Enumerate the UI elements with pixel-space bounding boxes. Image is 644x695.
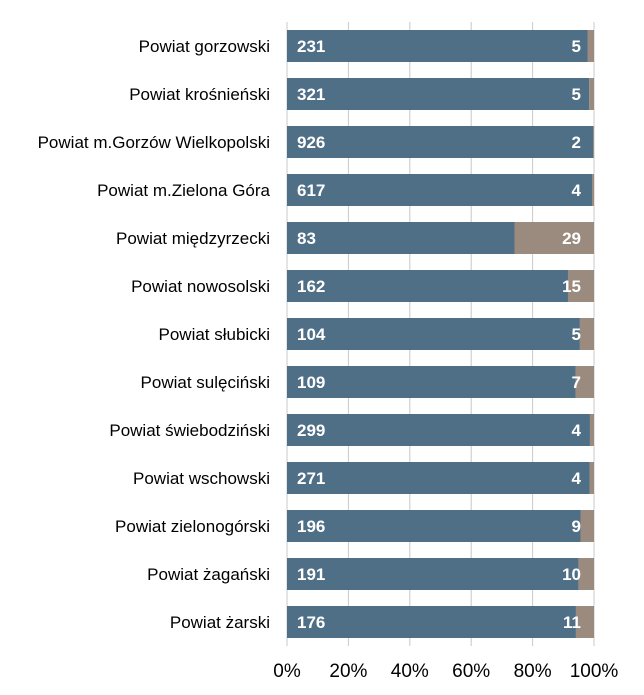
data-label-series-2: 15: [562, 277, 581, 296]
category-label: Powiat nowosolski: [131, 277, 270, 296]
data-label-series-1: 109: [297, 373, 325, 392]
category-label: Powiat świebodziński: [109, 421, 270, 440]
labels: 0% 20% 40% 60% 80% 100% Powiat gorzowski 231 5 Po…: [38, 37, 619, 682]
category-label: Powiat żagański: [147, 565, 270, 584]
bar-series-2: [593, 126, 594, 158]
data-label-series-1: 321: [297, 85, 325, 104]
data-label-series-1: 617: [297, 181, 325, 200]
category-label: Powiat krośnieński: [129, 85, 270, 104]
category-label: Powiat międzyrzecki: [116, 229, 270, 248]
category-label: Powiat gorzowski: [139, 37, 270, 56]
x-tick-label: 60%: [452, 661, 490, 682]
data-label-series-2: 4: [572, 469, 582, 488]
category-label: Powiat słubicki: [159, 325, 271, 344]
category-label: Powiat żarski: [170, 613, 270, 632]
data-label-series-2: 29: [562, 229, 581, 248]
bar-series-1: [287, 558, 579, 590]
category-label: Powiat sulęciński: [141, 373, 270, 392]
bar-series-2: [589, 414, 594, 446]
bar-series-1: [287, 606, 576, 638]
x-tick-label: 0%: [273, 661, 301, 682]
bar-series-1: [287, 510, 581, 542]
data-label-series-1: 271: [297, 469, 325, 488]
data-label-series-2: 11: [563, 613, 581, 632]
data-label-series-1: 104: [297, 325, 326, 344]
data-label-series-1: 196: [297, 517, 325, 536]
bar-series-2: [575, 366, 594, 398]
bar-series-1: [287, 366, 576, 398]
bars: [287, 30, 594, 638]
data-label-series-2: 9: [572, 517, 581, 536]
bar-series-1: [287, 462, 590, 494]
data-label-series-1: 162: [297, 277, 325, 296]
bar-series-2: [567, 270, 594, 302]
x-tick-label: 100%: [570, 661, 619, 682]
bar-series-1: [287, 414, 590, 446]
x-tick-label: 80%: [514, 661, 552, 682]
x-tick-label: 20%: [329, 661, 367, 682]
x-tick-label: 40%: [391, 661, 429, 682]
data-label-series-1: 299: [297, 421, 325, 440]
data-label-series-2: 4: [572, 181, 582, 200]
category-label: Powiat m.Zielona Góra: [97, 181, 270, 200]
bar-series-1: [287, 174, 593, 206]
bar-series-2: [589, 78, 594, 110]
data-label-series-2: 5: [572, 85, 581, 104]
data-label-series-2: 2: [572, 133, 581, 152]
bar-series-2: [578, 558, 594, 590]
bar-series-1: [287, 318, 580, 350]
bar-series-2: [579, 318, 594, 350]
data-label-series-2: 5: [572, 37, 581, 56]
data-label-series-1: 231: [297, 37, 325, 56]
bar-series-1: [287, 126, 594, 158]
bar-series-2: [589, 462, 594, 494]
data-label-series-2: 10: [562, 565, 581, 584]
bar-series-2: [592, 174, 594, 206]
data-label-series-1: 191: [297, 565, 325, 584]
data-label-series-1: 176: [297, 613, 325, 632]
data-label-series-2: 5: [572, 325, 581, 344]
bar-series-1: [287, 78, 590, 110]
bar-series-1: [287, 30, 588, 62]
category-label: Powiat wschowski: [133, 469, 270, 488]
bar-series-2: [575, 606, 594, 638]
data-label-series-2: 7: [572, 373, 581, 392]
data-label-series-2: 4: [572, 421, 582, 440]
category-label: Powiat zielonogórski: [115, 517, 270, 536]
data-label-series-1: 926: [297, 133, 325, 152]
bar-series-1: [287, 270, 568, 302]
data-label-series-1: 83: [297, 229, 316, 248]
bar-series-1: [287, 222, 515, 254]
bar-series-2: [587, 30, 594, 62]
bar-series-2: [514, 222, 594, 254]
bar-series-2: [580, 510, 594, 542]
category-label: Powiat m.Gorzów Wielkopolski: [38, 133, 270, 152]
